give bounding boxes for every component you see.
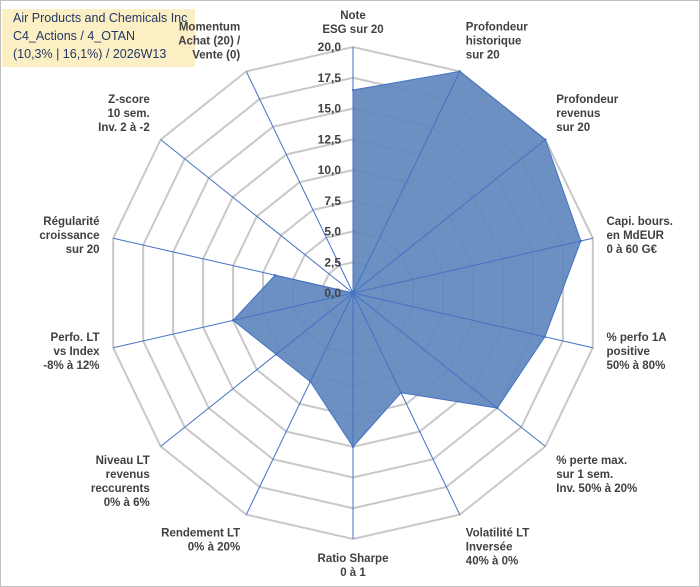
axis-label-1: Profondeur historique sur 20 [466,22,528,62]
axis-label-12-line-2: Inv. 2 à -2 [98,122,150,134]
axis-label-5: % perte max. sur 1 sem. Inv. 50% à 20% [556,455,637,495]
axis-label-2: Profondeur revenus sur 20 [556,94,618,134]
axis-spoke-9 [160,292,354,447]
axis-label-4-line-0: % perfo 1A [606,332,666,344]
axis-label-11-line-2: sur 20 [66,244,100,256]
tick-label-1: 2,5 [324,255,341,269]
axis-label-0-line-0: Note [340,10,366,22]
axis-label-5-line-0: % perte max. [556,455,627,467]
axis-label-11: Régularité croissance sur 20 [39,216,99,256]
axis-label-4-line-1: positive [606,346,649,358]
axis-label-6-line-2: 40% à 0% [466,555,518,567]
axis-label-1-line-1: historique [466,36,522,48]
data-point-2 [544,138,547,141]
axis-label-9: Niveau LT revenus reccurents 0% à 6% [91,455,150,509]
tick-label-4: 10,0 [318,163,342,177]
axis-label-11-line-0: Régularité [43,216,99,228]
axis-label-7-line-1: 0 à 1 [340,567,366,579]
axis-label-12: Z-score 10 sem. Inv. 2 à -2 [98,94,150,134]
tick-label-6: 15,0 [318,102,342,116]
axis-spoke-13 [245,71,354,294]
axis-label-13: Momentum Achat (20) / Vente (0) [178,22,241,62]
axis-label-9-line-1: revenus [106,469,150,481]
axis-label-1-line-2: sur 20 [466,50,500,62]
chart-title-category: C4_Actions / 4_OTAN [13,29,136,43]
data-point-13 [351,291,355,295]
axis-label-8: Rendement LT 0% à 20% [161,527,240,553]
axis-label-12-line-1: 10 sem. [108,108,150,120]
axis-label-3: Capi. bours. en MdEUR 0 à 60 G€ [606,216,672,256]
chart-title-company: Air Products and Chemicals Inc [13,11,188,25]
chart-title-box: Air Products and Chemicals Inc C4_Action… [2,9,195,67]
axis-label-6: Volatilité LT Inversée 40% à 0% [466,527,529,567]
data-point-5 [496,406,499,410]
axis-label-9-line-2: reccurents [91,483,150,495]
data-series-polygon [232,70,582,448]
axis-label-0: Note ESG sur 20 [322,10,383,36]
axis-label-2-line-0: Profondeur [556,94,618,106]
axis-label-0-line-1: ESG sur 20 [322,24,383,36]
data-point-4 [543,335,547,338]
data-point-7 [351,445,355,448]
axis-label-13-line-1: Achat (20) / [178,36,241,48]
axis-label-5-line-1: sur 1 sem. [556,469,613,481]
tick-label-5: 12,5 [318,132,342,146]
axis-label-1-line-0: Profondeur [466,22,528,34]
axis-label-9-line-3: 0% à 6% [104,497,150,509]
axis-label-3-line-1: en MdEUR [606,230,664,242]
axis-label-7-line-0: Ratio Sharpe [318,553,389,565]
axis-label-4: % perfo 1A positive 50% à 80% [606,332,666,372]
axis-spoke-5 [352,292,546,447]
axis-spoke-11 [113,237,354,294]
data-point-8 [309,380,312,383]
axis-label-4-line-2: 50% à 80% [606,360,665,372]
axis-label-9-line-0: Niveau LT [96,455,150,467]
tick-label-8: 20,0 [318,40,342,54]
axis-label-6-line-0: Volatilité LT [466,527,529,539]
axis-label-2-line-1: revenus [556,108,600,120]
axis-label-10-line-0: Perfo. LT [51,332,100,344]
axis-label-11-line-1: croissance [39,230,99,242]
axis-label-5-line-2: Inv. 50% à 20% [556,483,637,495]
data-point-0 [351,88,355,92]
data-point-10 [231,319,235,322]
axis-label-13-line-0: Momentum [179,22,240,34]
tick-label-7: 17,5 [318,71,342,85]
data-point-9 [274,353,278,356]
axis-label-2-line-2: sur 20 [556,122,590,134]
axis-spoke-12 [160,139,354,294]
chart-title-stats: (10,3% | 16,1%) / 2026W13 [13,47,167,61]
data-point-3 [579,239,583,243]
axis-label-10: Perfo. LT vs Index -8% à 12% [43,332,100,372]
axis-label-8-line-1: 0% à 20% [188,541,240,553]
axis-spoke-6 [352,292,461,515]
axis-label-6-line-1: Inversée [466,541,513,553]
axis-label-8-line-0: Rendement LT [161,527,240,539]
axis-spoke-8 [245,292,354,515]
tick-label-3: 7,5 [324,194,341,208]
axis-label-10-line-1: vs Index [53,346,100,358]
axis-label-7: Ratio Sharpe 0 à 1 [318,553,389,579]
axis-label-12-line-0: Z-score [108,94,150,106]
axis-spoke-1 [352,71,461,294]
data-point-11 [273,274,277,277]
data-point-6 [399,391,403,394]
axis-spoke-3 [352,237,593,294]
axis-label-3-line-2: 0 à 60 G€ [606,244,657,256]
tick-label-2: 5,0 [324,225,341,239]
data-point-1 [458,70,461,73]
axis-spoke-2 [352,139,546,294]
tick-label-0: 0,0 [324,286,341,300]
axis-label-13-line-2: Vente (0) [192,50,240,62]
axis-spoke-4 [352,292,593,349]
axis-label-10-line-2: -8% à 12% [43,360,99,372]
axis-label-3-line-0: Capi. bours. [606,216,672,228]
